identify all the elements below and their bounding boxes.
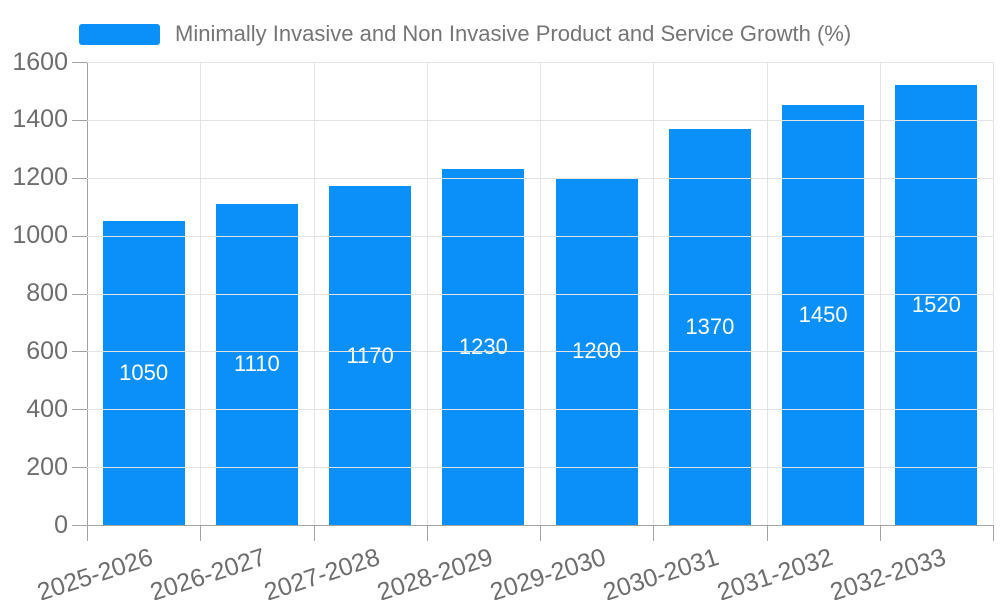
gridline-vertical xyxy=(993,62,994,525)
bar-value-label: 1200 xyxy=(572,338,622,364)
bar-value-label: 1520 xyxy=(911,292,961,318)
bar: 1050 xyxy=(102,221,185,525)
x-axis-line xyxy=(72,525,993,526)
x-tick-label: 2025-2026 xyxy=(33,543,157,600)
legend-label: Minimally Invasive and Non Invasive Prod… xyxy=(175,21,852,46)
bar-value-label: 1170 xyxy=(346,342,394,368)
x-axis-tick xyxy=(653,525,655,541)
gridline-vertical xyxy=(426,62,428,525)
x-tick-label: 2029-2030 xyxy=(486,543,610,600)
y-axis-tick xyxy=(72,409,87,411)
x-tick-label: 2027-2028 xyxy=(260,543,383,600)
x-tick-label: 2030-2031 xyxy=(600,543,723,600)
y-axis-line xyxy=(87,62,88,541)
y-axis-tick xyxy=(72,351,87,353)
y-axis-tick xyxy=(72,119,87,121)
y-tick-label: 200 xyxy=(26,452,68,481)
bar: 1110 xyxy=(215,203,298,525)
x-axis-tick xyxy=(87,525,88,541)
legend-swatch xyxy=(79,23,160,45)
gridline-vertical xyxy=(200,62,202,525)
bar-value-label: 1450 xyxy=(798,302,848,328)
x-axis-tick xyxy=(540,525,541,541)
y-axis-tick xyxy=(72,177,87,179)
x-axis-tick xyxy=(879,525,881,541)
bar-value-label: 1370 xyxy=(685,313,735,339)
bar: 1370 xyxy=(668,128,751,525)
gridline-vertical xyxy=(766,62,768,525)
gridline-vertical xyxy=(879,62,881,525)
bar-value-label: 1110 xyxy=(234,351,280,377)
bar: 1450 xyxy=(782,105,865,525)
gridline-vertical xyxy=(653,62,655,525)
x-tick-label: 2026-2027 xyxy=(147,543,270,600)
y-tick-label: 1200 xyxy=(12,163,68,192)
x-axis-tick xyxy=(993,525,994,541)
plot-area: 1050 1110 1170 1230 1200 1370 1450 1520 xyxy=(87,62,993,525)
y-tick-label: 800 xyxy=(26,279,68,307)
legend[interactable]: Minimally Invasive and Non Invasive Prod… xyxy=(79,21,851,47)
x-tick-label: 2028-2029 xyxy=(373,543,497,600)
x-axis-tick xyxy=(313,525,315,541)
y-tick-label: 1400 xyxy=(12,105,68,134)
x-axis-tick xyxy=(200,525,202,541)
y-tick-label: 0 xyxy=(54,510,68,539)
gridline-vertical xyxy=(313,62,315,525)
bar-value-label: 1230 xyxy=(458,334,508,360)
y-tick-label: 1600 xyxy=(12,47,68,76)
bar: 1170 xyxy=(329,186,412,525)
gridline-vertical xyxy=(540,62,541,525)
y-axis-tick xyxy=(72,293,87,295)
bar: 1230 xyxy=(442,169,525,525)
x-axis-tick xyxy=(766,525,768,541)
y-axis-tick xyxy=(72,467,87,469)
bar-value-label: 1050 xyxy=(119,360,169,386)
bar: 1520 xyxy=(895,85,978,525)
x-tick-label: 2031-2032 xyxy=(713,543,836,600)
y-tick-label: 1000 xyxy=(12,221,68,250)
x-axis-tick xyxy=(426,525,428,541)
x-tick-label: 2032-2033 xyxy=(826,543,950,600)
y-axis-tick xyxy=(72,235,87,237)
y-axis-tick xyxy=(72,62,87,63)
y-tick-label: 600 xyxy=(26,336,68,365)
y-tick-label: 400 xyxy=(26,394,68,423)
